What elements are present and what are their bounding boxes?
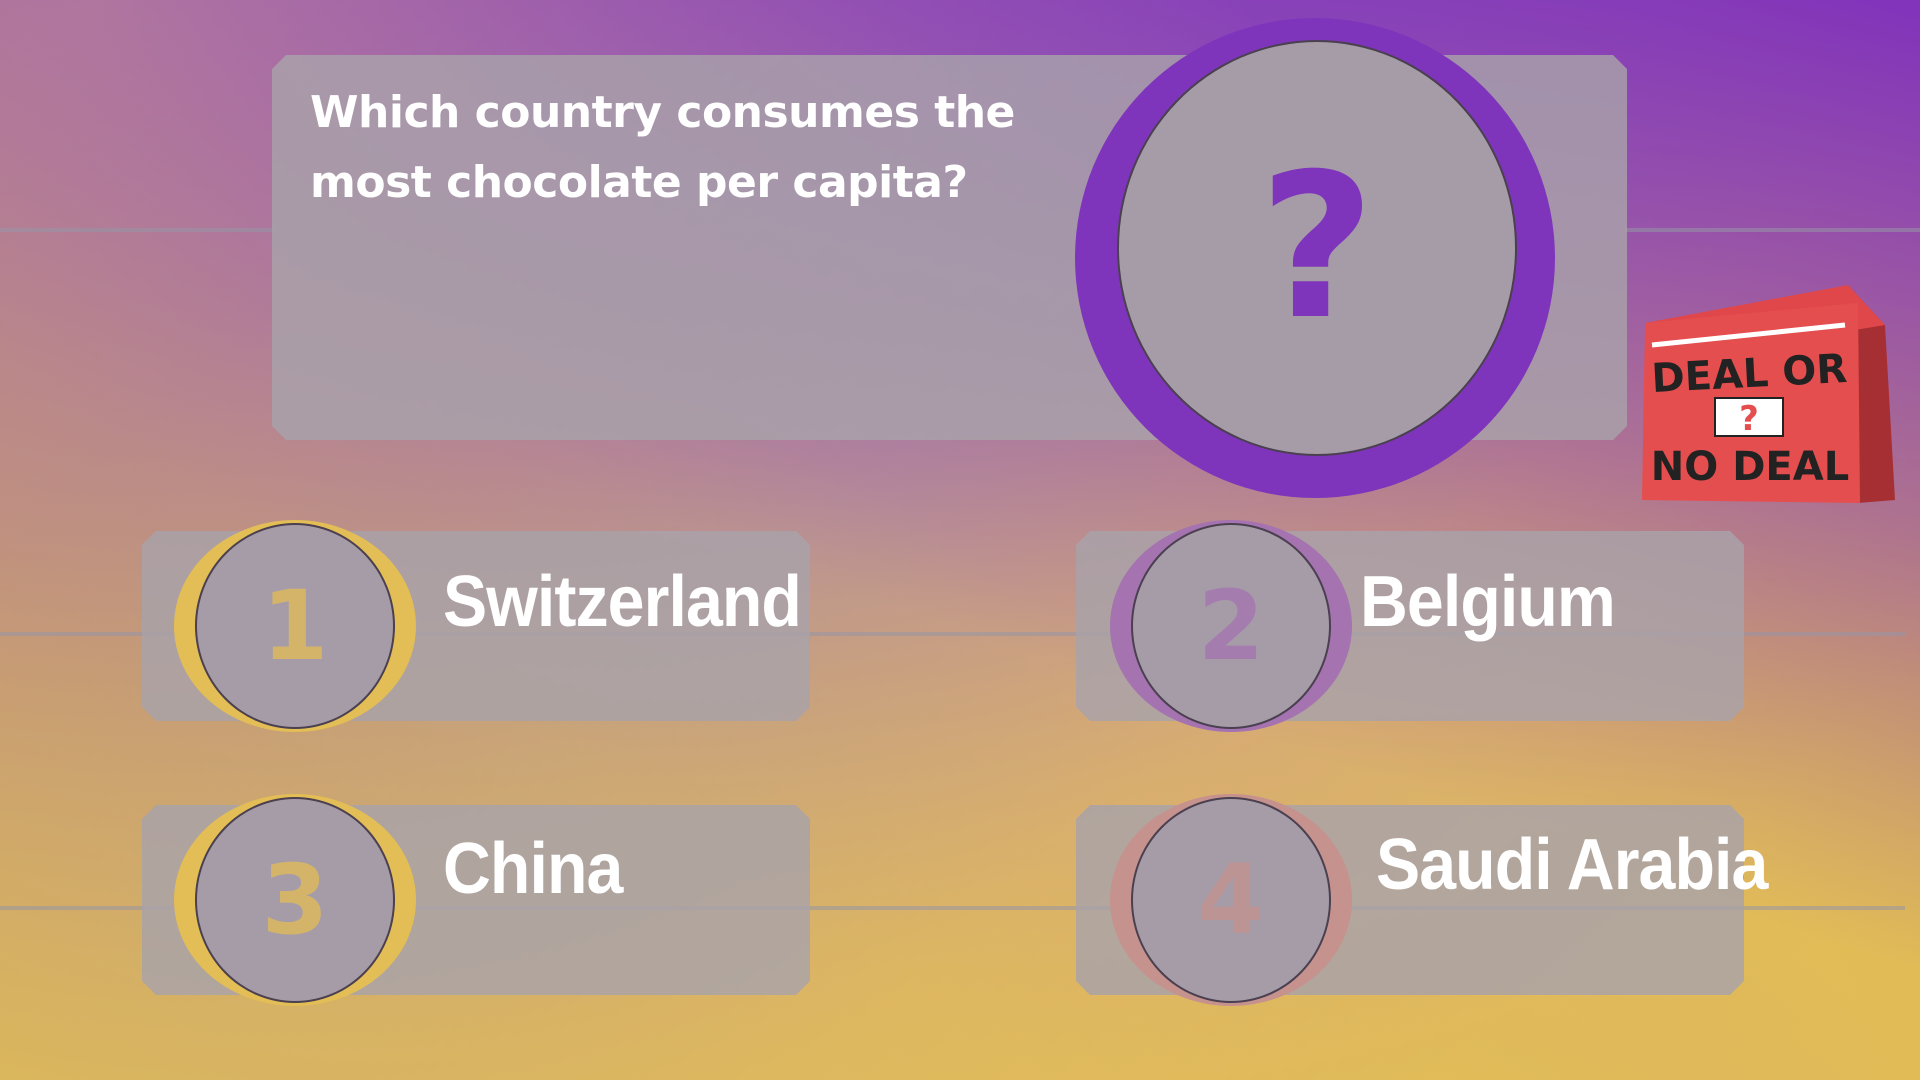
answer-2-number: 2 <box>1198 578 1265 674</box>
answer-4-label[interactable]: Saudi Arabia <box>1376 829 1767 901</box>
question-mark-icon: ? <box>1259 148 1375 348</box>
logo-question-icon: ? <box>1739 399 1759 439</box>
answer-1-label[interactable]: Switzerland <box>443 566 801 638</box>
answer-3-label[interactable]: China <box>443 833 622 905</box>
answer-4-number: 4 <box>1198 852 1265 948</box>
divider-line <box>0 228 275 232</box>
question-text: Which country consumes the most chocolat… <box>310 78 1110 218</box>
answer-2-number-badge[interactable]: 2 <box>1131 523 1331 729</box>
answer-1-number: 1 <box>262 578 329 674</box>
logo-line2: NO DEAL <box>1651 444 1849 490</box>
divider-line <box>1625 228 1920 232</box>
answer-4-number-badge[interactable]: 4 <box>1131 797 1331 1003</box>
answer-1-number-badge[interactable]: 1 <box>195 523 395 729</box>
answer-3-number-badge[interactable]: 3 <box>195 797 395 1003</box>
deal-or-no-deal-logo: DEAL OR ? NO DEAL <box>1640 285 1910 505</box>
answer-3-number: 3 <box>262 852 329 948</box>
answer-2-label[interactable]: Belgium <box>1360 566 1615 638</box>
question-badge: ? <box>1117 40 1517 456</box>
